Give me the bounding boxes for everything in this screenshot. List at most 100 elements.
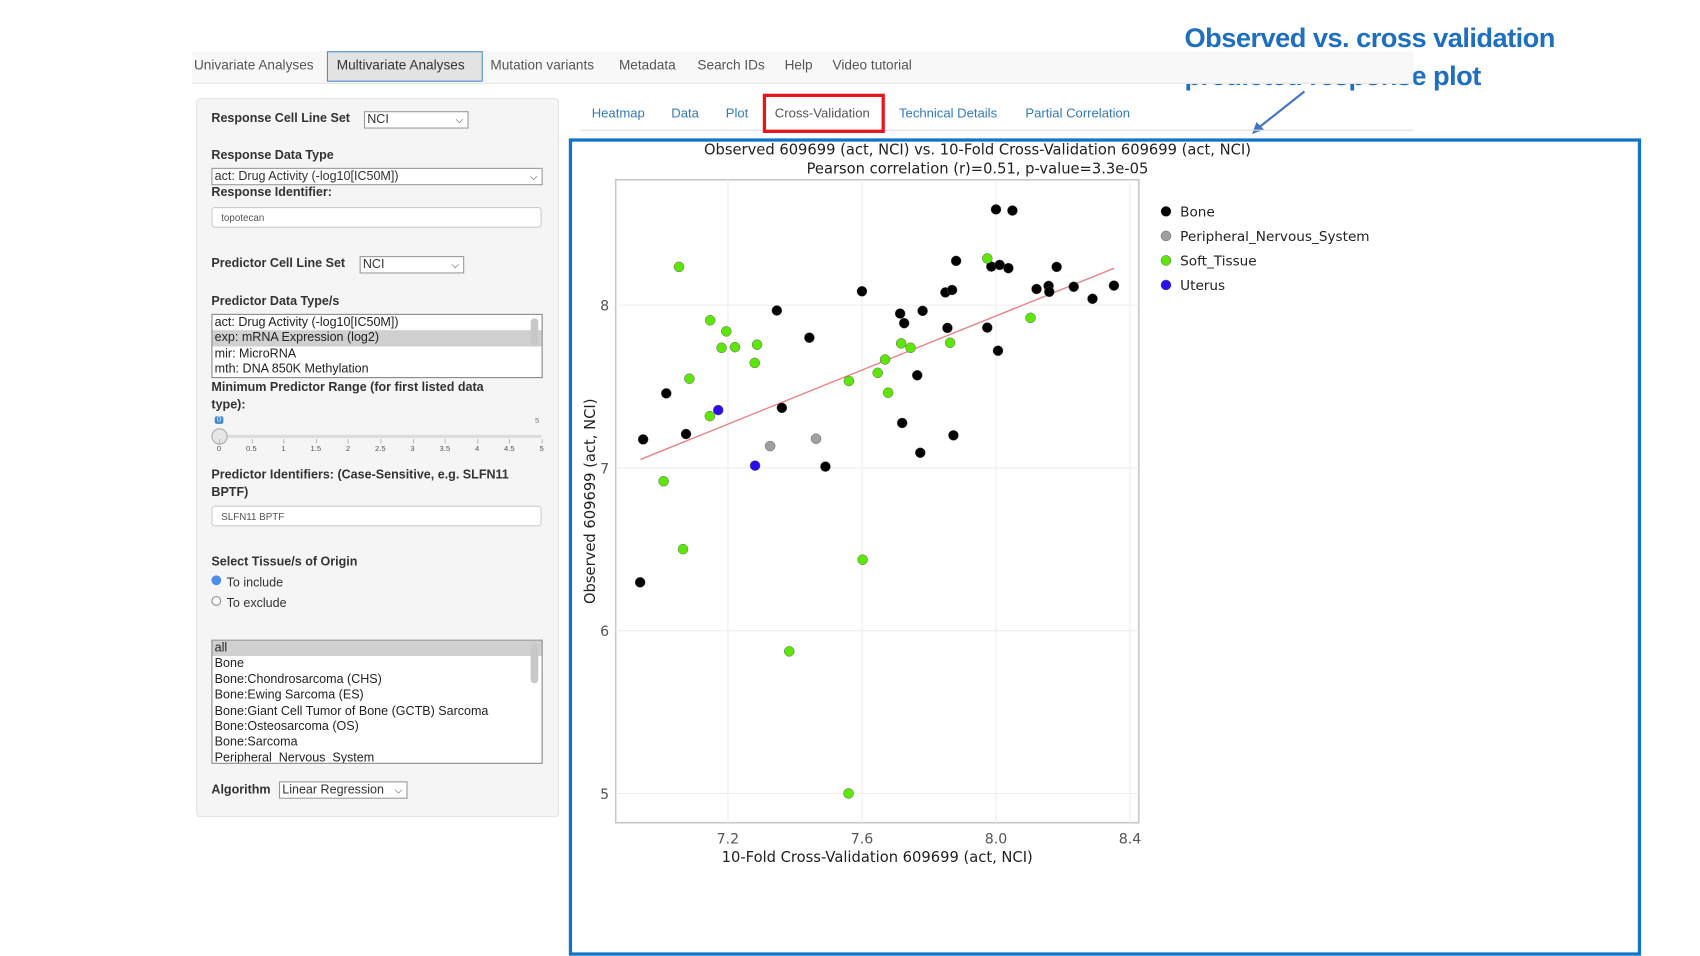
data-point-bone[interactable] [946,284,958,296]
data-point-bone[interactable] [917,305,928,317]
tab-data[interactable]: Data [671,105,699,121]
nav-mutation-variants[interactable]: Mutation variants [490,57,595,74]
list-item-selected[interactable]: exp: mRNA Expression (log2) [212,330,542,347]
data-point-soft-tissue[interactable] [857,554,868,565]
data-point-soft-tissue[interactable] [895,338,907,349]
list-item[interactable]: act: Drug Activity (-log10[IC50M]) [214,316,399,330]
data-point-bone[interactable] [1007,205,1018,216]
list-item[interactable]: Bone:Chondrosarcoma (CHS) [214,673,382,687]
nav-univariate-analyses[interactable]: Univariate Analyses [193,57,314,74]
list-item[interactable]: Bone:Osteosarcoma (OS) [214,720,359,734]
data-point-soft-tissue[interactable] [882,387,894,398]
data-point-bone[interactable] [1044,286,1055,298]
data-point-bone[interactable] [896,417,908,429]
nav-multivariate-analyses[interactable]: Multivariate Analyses [336,57,465,74]
predictor-cell-line-set-select[interactable]: NCI ⌵ [359,256,465,274]
data-point-bone[interactable] [942,322,953,334]
data-point-peripheral-nervous-system[interactable] [810,433,822,444]
data-point-soft-tissue[interactable] [673,261,685,273]
data-point-soft-tissue[interactable] [658,476,669,487]
radio-to-exclude[interactable]: To exclude [211,596,287,610]
response-data-type-select[interactable]: act: Drug Activity (-log10[IC50M]) ⌵ [211,167,543,186]
data-point-uterus[interactable] [712,404,724,416]
data-point-soft-tissue[interactable] [751,339,763,350]
response-identifier-input[interactable]: topotecan [211,207,542,228]
data-point-bone[interactable] [982,322,993,333]
data-point-bone[interactable] [856,286,868,297]
data-point-bone[interactable] [634,577,646,588]
data-point-bone[interactable] [820,461,831,472]
data-point-soft-tissue[interactable] [1025,312,1036,324]
data-point-bone[interactable] [912,370,923,381]
data-point-bone[interactable] [948,430,959,441]
list-item[interactable]: Bone:Sarcoma [214,736,298,750]
tab-heatmap[interactable]: Heatmap [591,105,645,121]
scrollbar[interactable] [530,644,539,684]
radio-to-include[interactable]: To include [211,575,283,590]
data-point-bone[interactable] [1031,283,1042,295]
algorithm-select[interactable]: Linear Regression ⌵ [278,781,408,799]
data-point-bone[interactable] [950,255,962,267]
data-point-bone[interactable] [776,402,788,414]
list-item[interactable]: Bone:Ewing Sarcoma (ES) [214,688,364,703]
scrollbar[interactable] [530,318,539,347]
data-point-soft-tissue[interactable] [721,326,732,337]
data-point-bone[interactable] [1108,280,1120,291]
legend-marker-icon [1160,279,1172,291]
data-point-bone[interactable] [637,434,649,445]
data-point-soft-tissue[interactable] [879,354,891,365]
list-item-selected[interactable]: all [212,640,542,657]
predictor-identifiers-input[interactable]: SLFN11 BPTF [211,505,542,527]
data-point-uterus[interactable] [749,460,761,471]
data-point-bone[interactable] [680,428,692,440]
data-point-soft-tissue[interactable] [944,337,956,348]
list-item[interactable]: Bone:Giant Cell Tumor of Bone (GCTB) Sar… [214,704,489,718]
data-point-bone[interactable] [898,317,910,329]
data-point-bone[interactable] [661,388,672,399]
data-point-bone[interactable] [894,308,906,319]
data-point-soft-tissue[interactable] [749,357,760,369]
nav-search-ids[interactable]: Search IDs [697,57,765,74]
tab-cross-validation[interactable]: Cross-Validation [774,105,870,121]
data-point-soft-tissue[interactable] [704,315,716,326]
nav-help[interactable]: Help [784,57,813,74]
nav-metadata[interactable]: Metadata [618,57,676,74]
list-item[interactable]: mth: DNA 850K Methylation [214,363,369,377]
data-point-bone[interactable] [1068,281,1079,292]
data-point-bone[interactable] [915,447,926,458]
list-item[interactable]: mir: MicroRNA [214,347,297,361]
data-point-bone[interactable] [804,332,815,343]
data-point-soft-tissue[interactable] [843,788,854,799]
data-point-bone[interactable] [771,305,783,316]
list-item[interactable]: Peripheral_Nervous_System [214,751,375,764]
slider-handle[interactable] [211,428,228,445]
data-point-soft-tissue[interactable] [729,341,741,353]
data-point-bone[interactable] [1087,293,1098,305]
data-point-soft-tissue[interactable] [716,342,727,354]
predictor-data-types-listbox[interactable]: act: Drug Activity (-log10[IC50M]) exp: … [211,313,543,379]
tab-technical-details[interactable]: Technical Details [899,105,998,121]
data-point-bone[interactable] [992,345,1004,356]
list-item[interactable]: Bone [214,657,244,671]
response-cell-line-set-select[interactable]: NCI ⌵ [363,111,469,129]
data-point-soft-tissue[interactable] [905,342,916,354]
data-point-bone[interactable] [990,204,1002,215]
data-point-soft-tissue[interactable] [677,543,689,555]
tissue-listbox[interactable]: all Bone Bone:Chondrosarcoma (CHS) Bone:… [211,639,543,764]
tab-plot[interactable]: Plot [725,105,749,121]
data-point-soft-tissue[interactable] [843,375,855,387]
data-point-soft-tissue[interactable] [704,410,716,422]
data-point-soft-tissue[interactable] [872,367,883,379]
data-point-soft-tissue[interactable] [684,373,695,384]
nav-video-tutorial[interactable]: Video tutorial [832,57,912,74]
data-point-bone[interactable] [1051,261,1062,273]
data-point-bone[interactable] [1003,262,1014,274]
data-point-soft-tissue[interactable] [784,646,795,657]
data-point-peripheral-nervous-system[interactable] [764,440,776,452]
slider-track[interactable] [219,434,542,439]
data-point-soft-tissue[interactable] [982,253,993,264]
x-tick-label: 7.6 [851,831,874,847]
tab-partial-correlation[interactable]: Partial Correlation [1025,105,1131,121]
slider-tick-label: 1 [281,445,286,454]
